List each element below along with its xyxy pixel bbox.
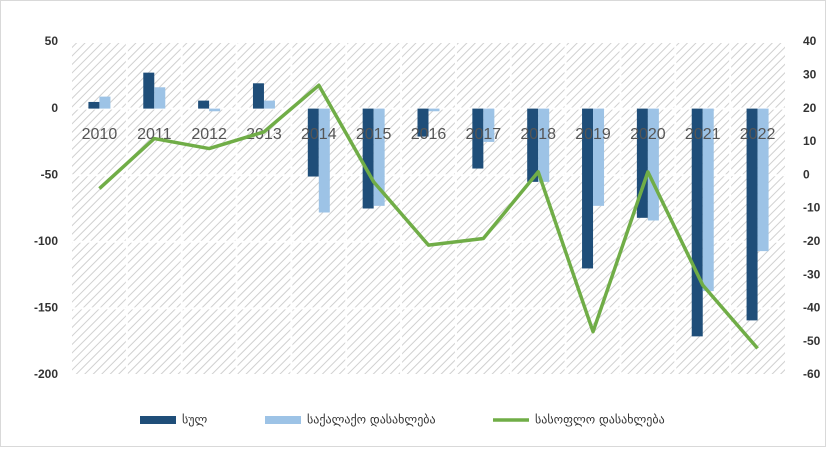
category-label: 2014 bbox=[301, 126, 337, 143]
y-tick-label: -50 bbox=[41, 167, 59, 181]
legend-label: სულ bbox=[182, 413, 208, 427]
y2-tick-label: 40 bbox=[803, 34, 817, 48]
category-label: 2010 bbox=[82, 126, 118, 143]
category-label: 2012 bbox=[191, 126, 227, 143]
y-tick-label: 50 bbox=[45, 34, 59, 48]
bar bbox=[538, 108, 550, 182]
legend-label: საქალაქო დასახლება bbox=[307, 413, 436, 427]
category-label: 2013 bbox=[246, 126, 282, 143]
category-label: 2021 bbox=[685, 126, 721, 143]
bar bbox=[362, 108, 374, 209]
bar bbox=[263, 100, 275, 109]
bar bbox=[746, 108, 758, 321]
bar bbox=[209, 108, 221, 112]
category-label: 2016 bbox=[411, 126, 447, 143]
category-label: 2022 bbox=[740, 126, 776, 143]
y2-tick-label: -40 bbox=[803, 301, 821, 315]
y2-tick-label: -60 bbox=[803, 367, 821, 381]
line-series bbox=[98, 83, 759, 350]
bar bbox=[99, 96, 111, 109]
plot-area bbox=[72, 42, 785, 375]
bar bbox=[757, 108, 769, 252]
bar bbox=[483, 108, 495, 142]
category-label: 2020 bbox=[630, 126, 666, 143]
y2-tick-label: -10 bbox=[803, 201, 821, 215]
y2-tick-label: 30 bbox=[803, 67, 817, 81]
y2-tick-label: -20 bbox=[803, 234, 821, 248]
category-label: 2019 bbox=[575, 126, 611, 143]
legend-label: სასოფლო დასახლება bbox=[535, 413, 665, 427]
bar bbox=[373, 108, 385, 206]
category-label: 2018 bbox=[520, 126, 556, 143]
legend-swatch bbox=[265, 416, 301, 424]
y2-tick-label: -30 bbox=[803, 267, 821, 281]
bar bbox=[691, 108, 703, 337]
bar bbox=[307, 108, 319, 177]
bar bbox=[636, 108, 648, 218]
bar bbox=[318, 108, 330, 213]
bar bbox=[198, 100, 210, 109]
bar bbox=[143, 72, 155, 109]
y-tick-label: 0 bbox=[51, 101, 58, 115]
bar bbox=[702, 108, 714, 292]
y-tick-label: -200 bbox=[34, 367, 58, 381]
y2-tick-label: -50 bbox=[803, 334, 821, 348]
bar bbox=[647, 108, 659, 221]
bar bbox=[417, 108, 429, 137]
y-tick-label: -100 bbox=[34, 234, 58, 248]
bar bbox=[252, 83, 264, 109]
y2-tick-label: 0 bbox=[803, 167, 810, 181]
bar bbox=[428, 108, 440, 112]
y2-tick-label: 20 bbox=[803, 101, 817, 115]
category-label: 2015 bbox=[356, 126, 392, 143]
bar bbox=[593, 108, 605, 206]
bar bbox=[472, 108, 484, 169]
y2-tick-label: 10 bbox=[803, 134, 817, 148]
legend-swatch bbox=[140, 416, 176, 424]
y-tick-label: -150 bbox=[34, 301, 58, 315]
bar bbox=[154, 87, 166, 109]
bar bbox=[527, 108, 539, 182]
bar bbox=[582, 108, 594, 269]
category-label: 2017 bbox=[466, 126, 502, 143]
bar bbox=[88, 101, 100, 109]
